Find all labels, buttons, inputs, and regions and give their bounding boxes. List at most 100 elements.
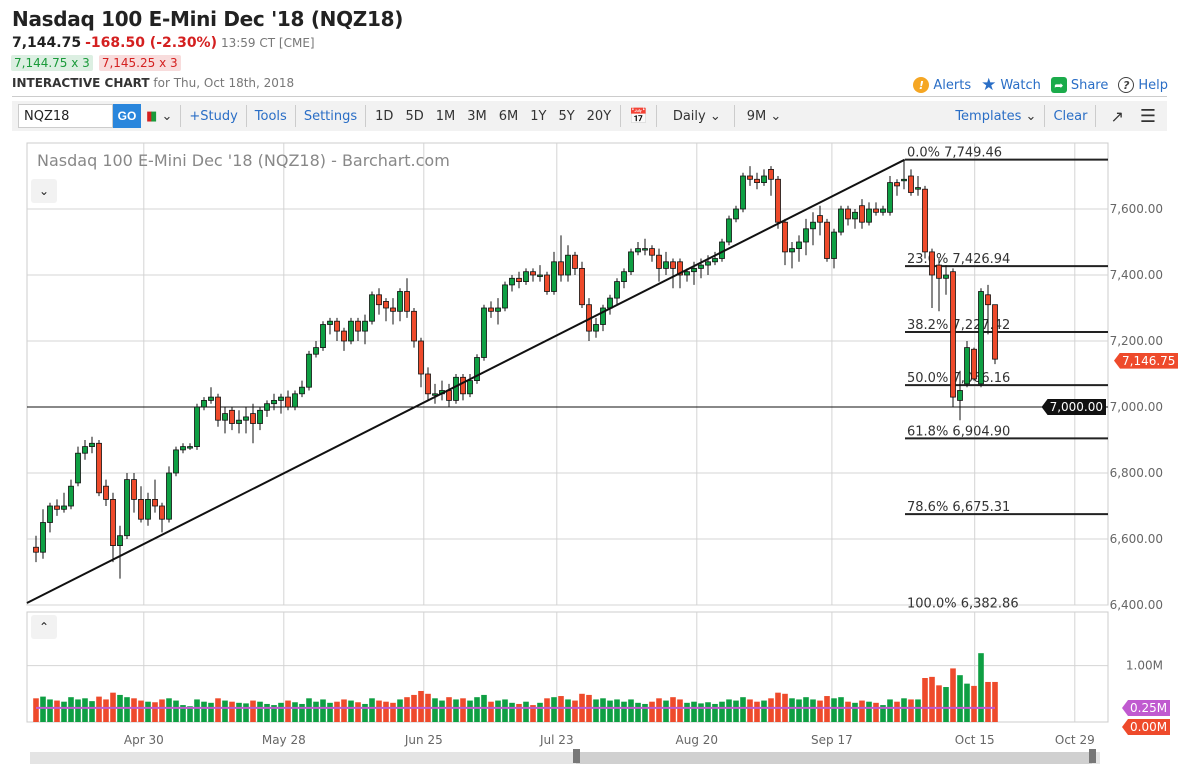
candle-up	[614, 281, 620, 299]
time-scrollbar[interactable]	[30, 749, 1100, 764]
candle-up	[502, 284, 508, 309]
volume-bar	[544, 698, 550, 722]
candle-up	[40, 522, 46, 553]
candle-up	[453, 376, 459, 401]
alerts-link[interactable]: ! Alerts	[913, 77, 971, 93]
watch-link[interactable]: ★ Watch	[981, 75, 1041, 95]
candle-up	[551, 261, 557, 292]
period-20Y[interactable]: 20Y	[586, 108, 612, 124]
volume-bar	[621, 701, 627, 722]
period-1M[interactable]: 1M	[435, 108, 456, 124]
help-label: Help	[1138, 77, 1168, 93]
volume-bar	[950, 668, 956, 722]
volume-bar	[810, 699, 816, 722]
scroll-handle-right[interactable]	[1089, 749, 1096, 763]
calendar-icon[interactable]: 📅	[629, 107, 648, 125]
candle-down	[936, 264, 942, 279]
candle-up	[208, 396, 214, 401]
volume-bar	[684, 702, 690, 722]
candle-down	[782, 221, 788, 253]
separator	[365, 105, 367, 127]
volume-bar	[418, 690, 424, 722]
candle-down	[425, 373, 431, 395]
separator	[180, 105, 182, 127]
volume-bar	[187, 706, 193, 722]
fib-level-label: 78.6% 6,675.31	[907, 500, 1010, 515]
range-dropdown[interactable]: 9M ⌄	[742, 109, 787, 124]
chevron-down-icon: ⌄	[161, 108, 173, 124]
candle-up	[761, 175, 767, 183]
period-3M[interactable]: 3M	[467, 108, 487, 124]
fib-level-label: 23.6% 7,426.94	[907, 252, 1010, 267]
scroll-handle-left[interactable]	[573, 749, 580, 763]
candle-up	[733, 208, 739, 220]
period-5D[interactable]: 5D	[405, 108, 424, 124]
expand-volume-button[interactable]: ⌃	[31, 615, 57, 639]
candle-down	[334, 320, 340, 332]
trend-line	[26, 158, 906, 604]
candle-down	[817, 215, 823, 223]
chart-type-dropdown[interactable]: ▮▮ ⌄	[141, 109, 177, 124]
volume-bar	[152, 702, 158, 722]
volume-bar	[432, 698, 438, 722]
volume-bar	[817, 700, 823, 722]
candle-up	[180, 446, 186, 451]
candle-up	[838, 208, 844, 233]
volume-bar	[502, 699, 508, 722]
range-value: 9M	[746, 108, 767, 124]
volume-bar	[978, 653, 984, 722]
volume-zero-tag: 0.00M	[1122, 719, 1171, 735]
y-tick-label: 7,200.00	[1110, 334, 1163, 348]
candle-down	[488, 307, 494, 312]
candle-up	[264, 403, 270, 411]
settings-button[interactable]: Settings	[303, 108, 358, 124]
price-change: -168.50 (-2.30%)	[85, 35, 217, 51]
candle-down	[215, 396, 221, 421]
candle-up	[831, 231, 837, 259]
period-buttons: 1D 5D 1M 3M 6M 1Y 5Y 20Y	[369, 109, 617, 124]
share-link[interactable]: ➦ Share	[1050, 77, 1108, 93]
candle-up	[684, 271, 690, 276]
period-6M[interactable]: 6M	[498, 108, 519, 124]
candle-up	[740, 175, 746, 210]
candle-up	[635, 248, 641, 253]
fib-level-label: 50.0% 7,066.16	[907, 371, 1010, 386]
candle-up	[306, 353, 312, 388]
candle-down	[747, 175, 753, 180]
go-button[interactable]: GO	[113, 104, 141, 128]
tools-button[interactable]: Tools	[254, 108, 287, 124]
chart-title: Nasdaq 100 E-Mini Dec '18 (NQZ18) - Barc…	[37, 151, 450, 170]
candle-up	[866, 208, 872, 223]
menu-icon[interactable]: ☰	[1139, 105, 1156, 127]
period-1Y[interactable]: 1Y	[530, 108, 547, 124]
volume-bar	[96, 696, 102, 722]
templates-dropdown[interactable]: Templates ⌄	[950, 109, 1041, 124]
volume-tick-label: 1.00M	[1126, 659, 1163, 673]
scrollbar-thumb[interactable]	[576, 752, 1092, 764]
bid-badge: 7,144.75 x 3	[11, 55, 93, 71]
volume-bar	[376, 700, 382, 722]
volume-bar	[803, 697, 809, 722]
interval-dropdown[interactable]: Daily ⌄	[668, 109, 726, 124]
chart-label-title: INTERACTIVE CHART	[12, 76, 150, 90]
candle-down	[544, 274, 550, 292]
candle-up	[75, 452, 81, 484]
period-1D[interactable]: 1D	[375, 108, 394, 124]
symbol-input[interactable]	[18, 104, 113, 128]
expand-icon[interactable]: ↗	[1110, 106, 1124, 126]
help-link[interactable]: ? Help	[1118, 77, 1168, 93]
volume-bar	[313, 701, 319, 722]
volume-bar	[908, 699, 914, 722]
volume-bar	[558, 696, 564, 722]
period-5Y[interactable]: 5Y	[558, 108, 575, 124]
candle-up	[278, 396, 284, 401]
study-button[interactable]: +Study	[189, 108, 238, 124]
separator	[1095, 105, 1097, 127]
clear-button[interactable]: Clear	[1053, 108, 1088, 124]
volume-bar	[124, 697, 130, 722]
x-tick-label: Jun 25	[404, 733, 443, 747]
volume-bar	[271, 705, 277, 722]
volume-bar	[789, 698, 795, 722]
collapse-button[interactable]: ⌄	[31, 179, 57, 203]
